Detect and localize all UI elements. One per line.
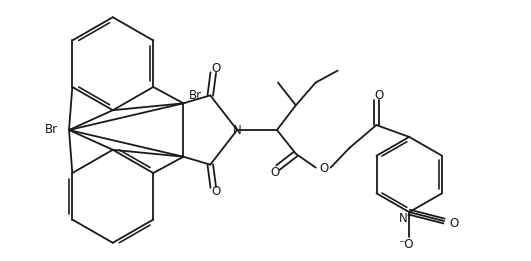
Text: O: O (270, 166, 280, 179)
Text: Br: Br (189, 89, 202, 102)
Text: O: O (212, 185, 221, 198)
Text: O: O (212, 62, 221, 75)
Text: Br: Br (45, 122, 58, 135)
Text: N: N (233, 123, 242, 137)
Text: N⁺: N⁺ (399, 212, 414, 224)
Text: ⁻O: ⁻O (398, 238, 414, 251)
Text: O: O (375, 89, 384, 102)
Text: O: O (319, 162, 328, 175)
Text: O: O (449, 217, 459, 230)
